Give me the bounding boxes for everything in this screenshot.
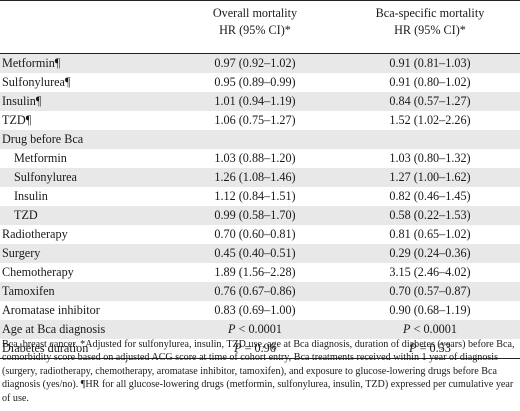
table-row: Drug before Bca bbox=[0, 130, 520, 149]
overall-hr-value: 0.99 (0.58–1.70) bbox=[170, 206, 340, 225]
table-row: Metformin 1.03 (0.88–1.20) 1.03 (0.80–1.… bbox=[0, 149, 520, 168]
table-row: Insulin 1.12 (0.84–1.51) 0.82 (0.46–1.45… bbox=[0, 187, 520, 206]
row-label-aromatase-inhibitor: Aromatase inhibitor bbox=[2, 303, 100, 317]
specific-p-value: P = 0.53 bbox=[340, 339, 520, 359]
row-label-prior-tzd: TZD bbox=[0, 206, 170, 225]
overall-hr-value: 1.26 (1.08–1.46) bbox=[170, 168, 340, 187]
specific-p-value: P < 0.0001 bbox=[340, 320, 520, 339]
overall-hr-value: 0.45 (0.40–0.51) bbox=[170, 244, 340, 263]
table-row: TZD 0.99 (0.58–1.70) 0.58 (0.22–1.53) bbox=[0, 206, 520, 225]
row-label-metformin: Metformin¶ bbox=[0, 53, 170, 73]
p-value-text: < 0.0001 bbox=[410, 322, 457, 336]
specific-hr-value: 0.82 (0.46–1.45) bbox=[389, 189, 471, 203]
specific-hr-value: 1.52 (1.02–2.26) bbox=[389, 113, 471, 127]
row-label-surgery: Surgery bbox=[0, 244, 170, 263]
p-symbol: P bbox=[409, 341, 417, 355]
table-row: Insulin¶ 1.01 (0.94–1.19) 0.84 (0.57–1.2… bbox=[0, 92, 520, 111]
specific-hr-value: 0.84 (0.57–1.27) bbox=[340, 92, 520, 111]
header-row-2: HR (95% CI)* HR (95% CI)* bbox=[0, 22, 520, 39]
table-row: Sulfonylurea¶ 0.95 (0.89–0.99) 0.91 (0.8… bbox=[0, 73, 520, 92]
table-row: Radiotherapy 0.70 (0.60–0.81) 0.81 (0.65… bbox=[0, 225, 520, 244]
p-value-text: < 0.0001 bbox=[235, 322, 282, 336]
overall-hr-value: 1.03 (0.88–1.20) bbox=[214, 151, 296, 165]
overall-hr-value: 0.95 (0.89–0.99) bbox=[214, 75, 296, 89]
p-symbol: P bbox=[228, 322, 236, 336]
row-label-sulfonylurea: Sulfonylurea¶ bbox=[2, 75, 71, 89]
overall-hr-value: 1.01 (0.94–1.19) bbox=[170, 92, 340, 111]
table-row: Surgery 0.45 (0.40–0.51) 0.29 (0.24–0.36… bbox=[0, 244, 520, 263]
p-symbol: P bbox=[403, 322, 411, 336]
header-bca-specific-mortality: Bca-specific mortality bbox=[375, 6, 485, 20]
row-label-prior-insulin: Insulin bbox=[14, 189, 48, 203]
overall-hr-value bbox=[170, 130, 340, 149]
table-footnote: Bca, breast cancer. *Adjusted for sulfon… bbox=[2, 339, 515, 404]
table-row: Sulfonylurea 1.26 (1.08–1.46) 1.27 (1.00… bbox=[0, 168, 520, 187]
table-row: Metformin¶ 0.97 (0.92–1.02) 0.91 (0.81–1… bbox=[0, 53, 520, 73]
row-label-radiotherapy: Radiotherapy bbox=[2, 227, 68, 241]
specific-hr-value: 0.70 (0.57–0.87) bbox=[340, 282, 520, 301]
row-label-prior-sulfonylurea: Sulfonylurea bbox=[0, 168, 170, 187]
specific-hr-value: 1.03 (0.80–1.32) bbox=[389, 151, 471, 165]
table-top-rule bbox=[0, 0, 520, 5]
overall-hr-value: 0.70 (0.60–0.81) bbox=[214, 227, 296, 241]
p-value-text: = 0.96 bbox=[241, 341, 276, 355]
specific-hr-value: 0.81 (0.65–1.02) bbox=[389, 227, 471, 241]
table-row: Diabetes duration P = 0.96 P = 0.53 bbox=[0, 339, 520, 359]
table-row: Tamoxifen 0.76 (0.67–0.86) 0.70 (0.57–0.… bbox=[0, 282, 520, 301]
overall-hr-value: 0.83 (0.69–1.00) bbox=[214, 303, 296, 317]
header-row-1: Overall mortality Bca-specific mortality bbox=[0, 5, 520, 22]
row-label-insulin: Insulin¶ bbox=[0, 92, 170, 111]
row-label-drug-before-bca: Drug before Bca bbox=[0, 130, 170, 149]
row-label-prior-metformin: Metformin bbox=[14, 151, 67, 165]
specific-hr-value: 0.58 (0.22–1.53) bbox=[340, 206, 520, 225]
overall-hr-value: 0.76 (0.67–0.86) bbox=[170, 282, 340, 301]
row-label-chemotherapy: Chemotherapy bbox=[2, 265, 74, 279]
overall-hr-value: 1.12 (0.84–1.51) bbox=[214, 189, 296, 203]
overall-hr-value: 0.97 (0.92–1.02) bbox=[170, 53, 340, 73]
row-label-age-at-diagnosis: Age at Bca diagnosis bbox=[0, 320, 170, 339]
hazard-ratio-table: Overall mortality Bca-specific mortality… bbox=[0, 0, 520, 359]
header-variable bbox=[0, 5, 170, 22]
table-row: Age at Bca diagnosis P < 0.0001 P < 0.00… bbox=[0, 320, 520, 339]
table-row: Aromatase inhibitor 0.83 (0.69–1.00) 0.9… bbox=[0, 301, 520, 320]
header-overall-mortality: Overall mortality bbox=[212, 6, 298, 20]
table-row: TZD¶ 1.06 (0.75–1.27) 1.52 (1.02–2.26) bbox=[0, 111, 520, 130]
specific-hr-value: 1.27 (1.00–1.62) bbox=[340, 168, 520, 187]
specific-hr-value bbox=[340, 130, 520, 149]
row-label-tamoxifen: Tamoxifen bbox=[0, 282, 170, 301]
overall-p-value: P < 0.0001 bbox=[170, 320, 340, 339]
header-specific-hr: HR (95% CI)* bbox=[394, 23, 466, 37]
specific-hr-value: 0.91 (0.81–1.03) bbox=[340, 53, 520, 73]
specific-hr-value: 0.29 (0.24–0.36) bbox=[340, 244, 520, 263]
p-symbol: P bbox=[234, 341, 242, 355]
results-table-container: Overall mortality Bca-specific mortality… bbox=[0, 0, 520, 359]
row-label-tzd: TZD¶ bbox=[2, 113, 32, 127]
overall-p-value: P = 0.96 bbox=[170, 339, 340, 359]
specific-hr-value: 0.91 (0.80–1.02) bbox=[389, 75, 471, 89]
overall-hr-value: 1.89 (1.56–2.28) bbox=[214, 265, 296, 279]
overall-hr-value: 1.06 (0.75–1.27) bbox=[214, 113, 296, 127]
table-row: Chemotherapy 1.89 (1.56–2.28) 3.15 (2.46… bbox=[0, 263, 520, 282]
p-value-text: = 0.53 bbox=[416, 341, 451, 355]
specific-hr-value: 0.90 (0.68–1.19) bbox=[389, 303, 471, 317]
specific-hr-value: 3.15 (2.46–4.02) bbox=[389, 265, 471, 279]
header-overall-hr: HR (95% CI)* bbox=[219, 23, 291, 37]
row-label-diabetes-duration: Diabetes duration bbox=[0, 339, 170, 359]
